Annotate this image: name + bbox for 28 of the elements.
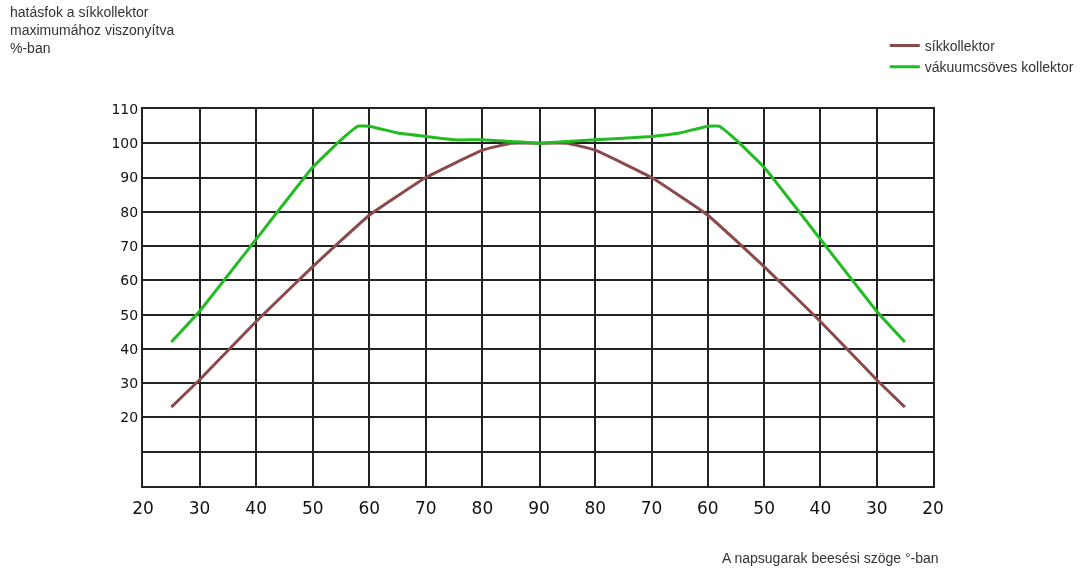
x-tick-label: 70 bbox=[640, 498, 663, 519]
x-tick-label: 90 bbox=[528, 498, 550, 519]
y-tick-label: 110 bbox=[111, 100, 139, 117]
x-tick-label: 60 bbox=[697, 498, 719, 519]
x-tick-label: 50 bbox=[753, 498, 775, 519]
x-axis-title: A napsugarak beesési szöge °-ban bbox=[722, 550, 939, 566]
x-tick-label: 30 bbox=[188, 498, 211, 519]
y-tick-label: 40 bbox=[120, 340, 139, 357]
x-tick-label: 70 bbox=[415, 498, 437, 519]
y-tick-label: 90 bbox=[120, 169, 139, 186]
y-tick-label: 70 bbox=[120, 237, 139, 254]
x-tick-label: 30 bbox=[865, 498, 888, 519]
x-tick-label: 40 bbox=[809, 498, 832, 519]
legend-label: vákuumcsöves kollektor bbox=[924, 59, 1074, 76]
x-tick-label: 20 bbox=[922, 498, 944, 519]
y-tick-label: 30 bbox=[120, 375, 139, 392]
y-axis-title: hatásfok a síkkollektor maximumához viszonyítva %-ban bbox=[10, 4, 175, 57]
y-tick-label: 60 bbox=[120, 272, 139, 289]
x-tick-label: 60 bbox=[358, 498, 381, 519]
y-tick-label: 80 bbox=[120, 203, 139, 220]
legend-label: síkkollektor bbox=[924, 37, 996, 54]
x-tick-label: 80 bbox=[471, 498, 494, 519]
x-tick-label: 40 bbox=[245, 498, 267, 519]
x-tick-label: 50 bbox=[301, 498, 324, 519]
y-tick-label: 50 bbox=[120, 306, 139, 323]
x-tick-label: 80 bbox=[584, 498, 607, 519]
y-tick-label: 100 bbox=[111, 135, 139, 152]
y-tick-label: 20 bbox=[120, 409, 139, 426]
